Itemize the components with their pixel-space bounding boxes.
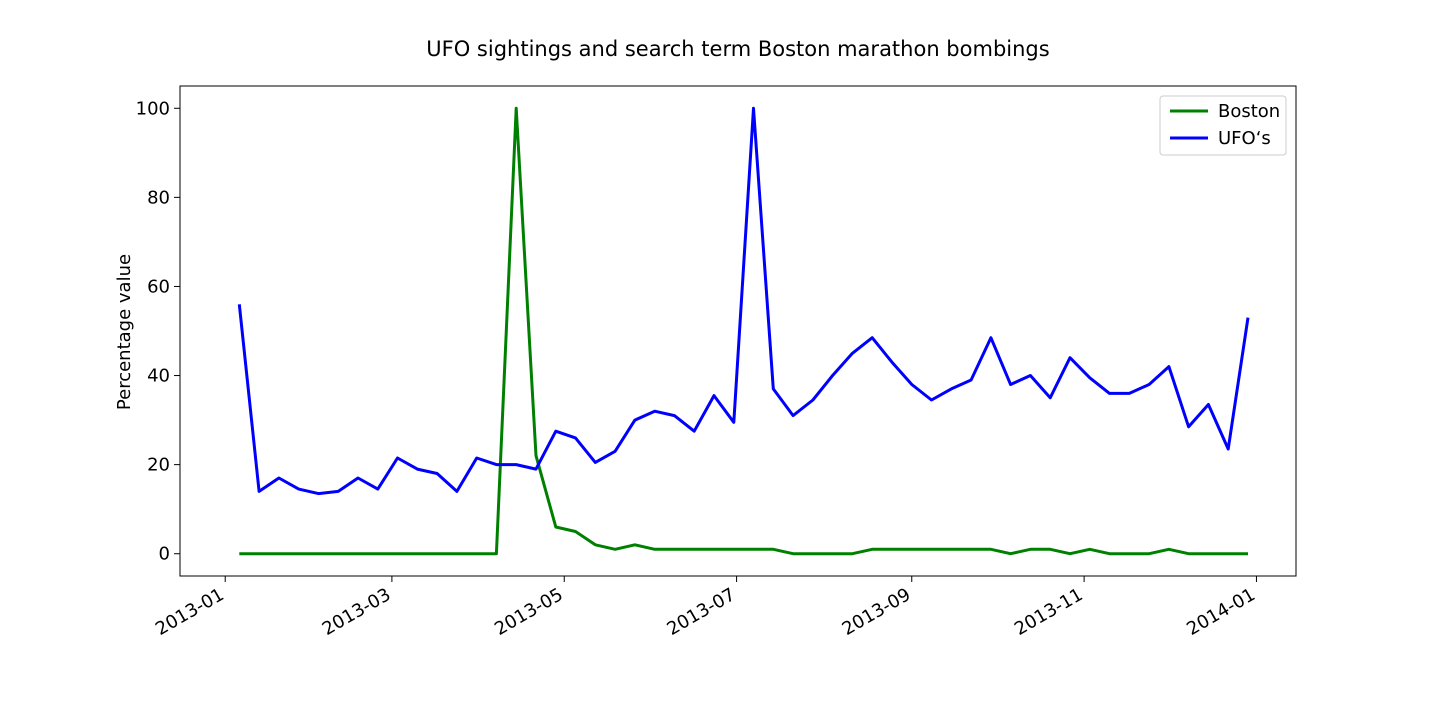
series-lines bbox=[237, 106, 1250, 556]
y-axis-label: Percentage value bbox=[114, 254, 135, 410]
legend: Boston UFO‘s bbox=[1159, 95, 1287, 156]
legend-label-boston: Boston bbox=[1218, 101, 1280, 122]
series-line-ufos bbox=[237, 106, 1250, 496]
plot-frame bbox=[179, 85, 1297, 577]
x-tick-label: 2013-11 bbox=[1011, 584, 1087, 640]
y-tick-label: 0 bbox=[159, 544, 170, 565]
x-tick-label: 2013-09 bbox=[839, 584, 915, 640]
y-axis: 0 20 40 60 80 100 bbox=[136, 98, 180, 565]
x-tick-label: 2014-01 bbox=[1183, 584, 1259, 640]
legend-label-ufos: UFO‘s bbox=[1218, 128, 1271, 149]
y-tick-label: 40 bbox=[147, 366, 170, 387]
y-tick-label: 100 bbox=[136, 98, 170, 119]
y-tick-label: 80 bbox=[147, 187, 170, 208]
x-tick-label: 2013-01 bbox=[152, 584, 228, 640]
y-tick-label: 20 bbox=[147, 455, 170, 476]
x-tick-label: 2013-05 bbox=[491, 584, 567, 640]
x-tick-label: 2013-03 bbox=[319, 584, 395, 640]
series-line-boston bbox=[239, 106, 1248, 556]
chart-title: UFO sightings and search term Boston mar… bbox=[426, 37, 1049, 61]
x-tick-label: 2013-07 bbox=[663, 584, 739, 640]
x-axis: 2013-01 2013-03 2013-05 2013-07 2013-09 2013-… bbox=[152, 576, 1259, 640]
y-tick-label: 60 bbox=[147, 276, 170, 297]
